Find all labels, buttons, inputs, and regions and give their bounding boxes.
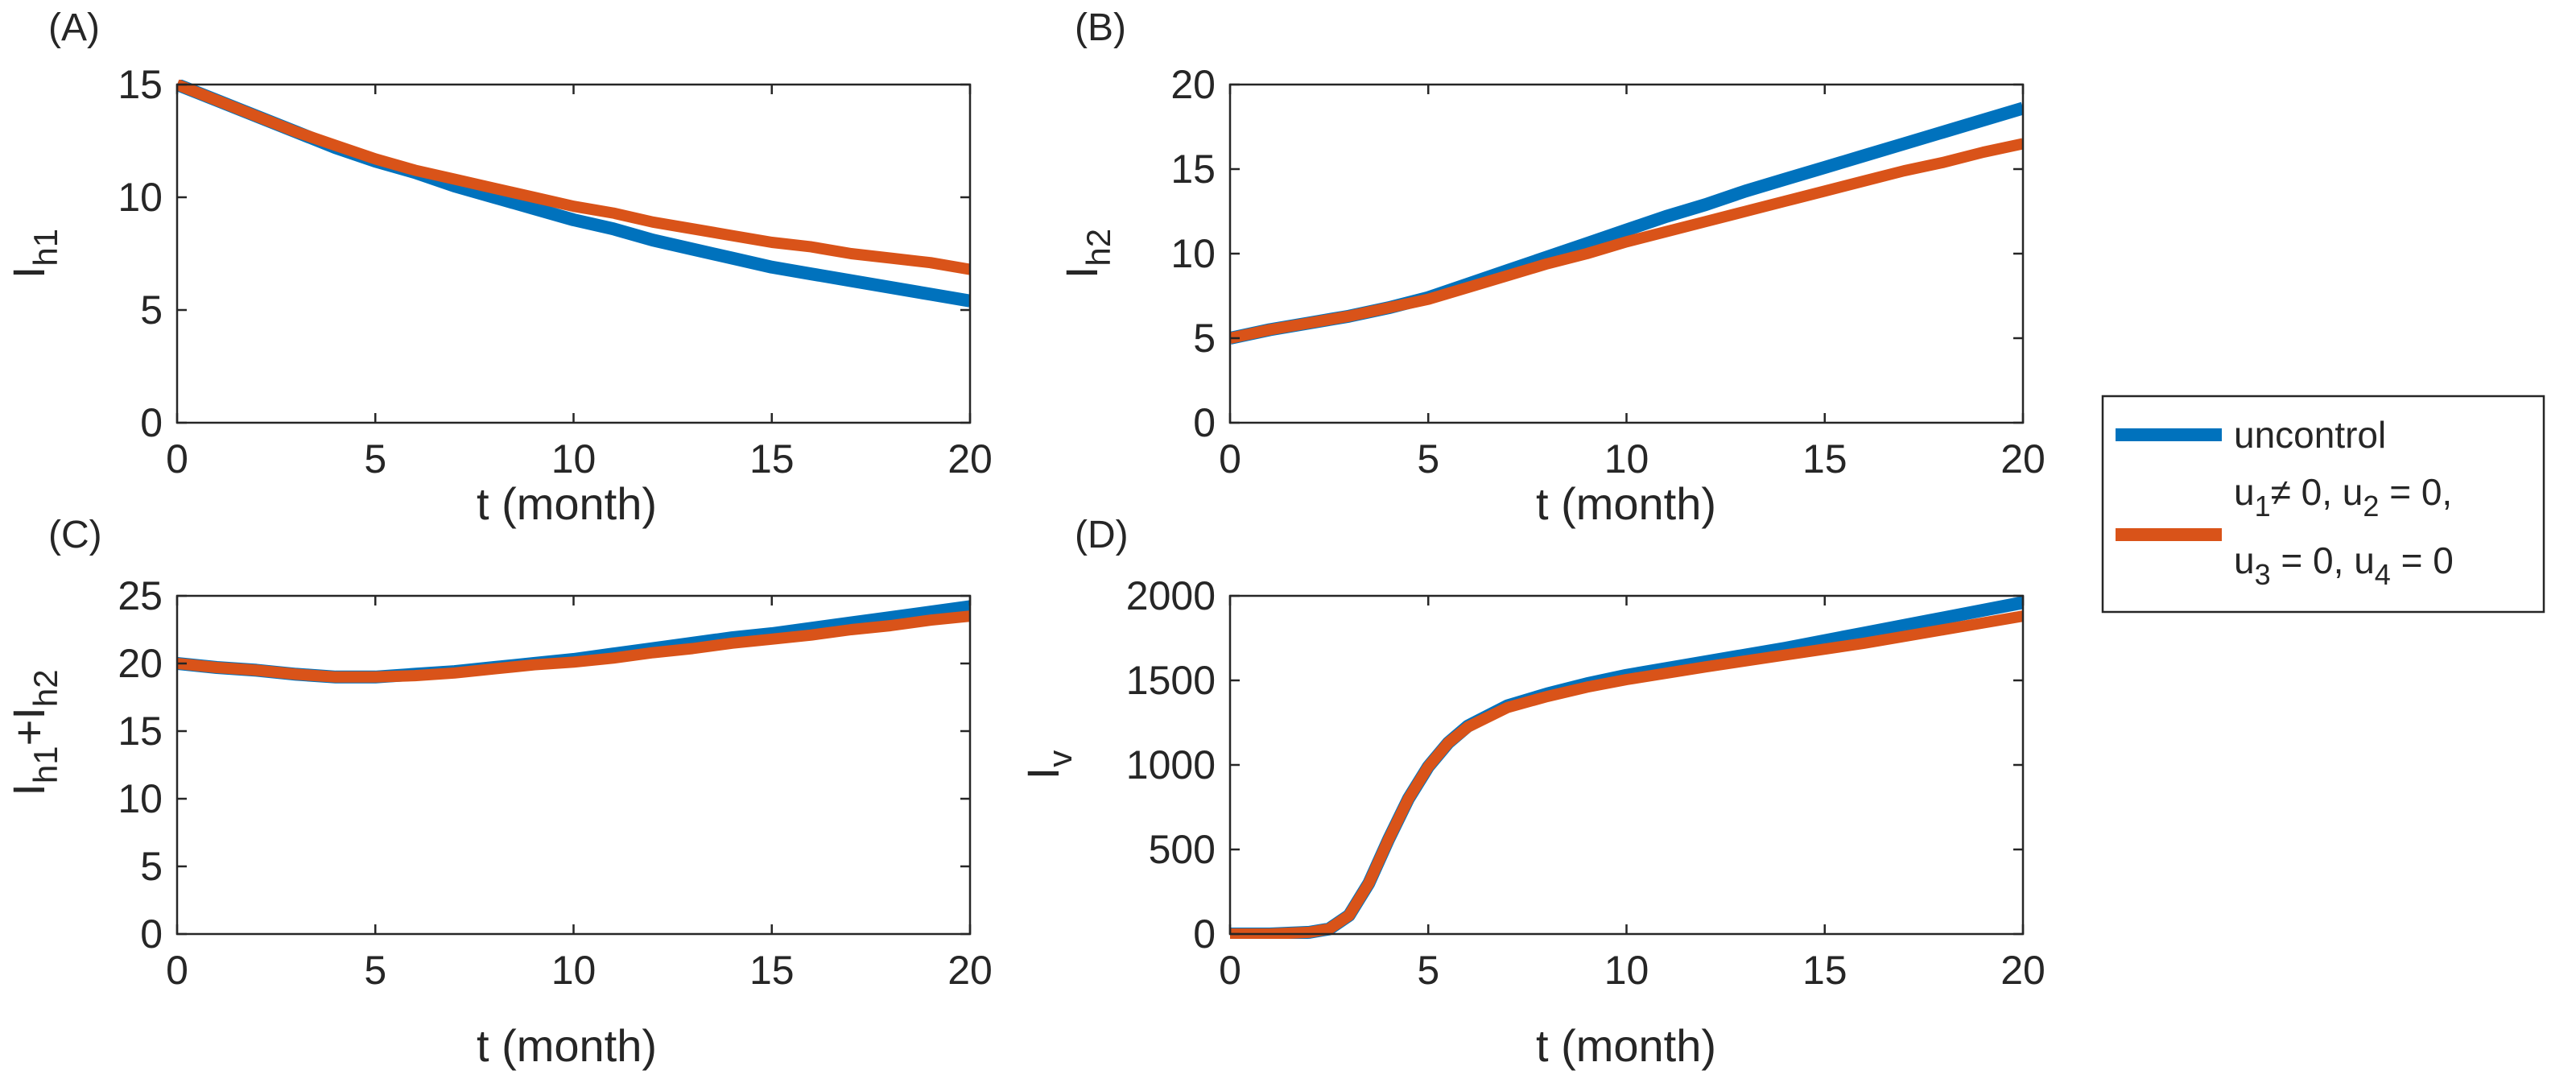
panel-c-xlabel: t (month) [477,1020,657,1071]
y-tick-label: 0 [140,911,163,957]
y-tick-label: 25 [118,573,163,618]
panel-d-ylabel-base: I [1018,767,1068,780]
series-line-u1-control [1230,138,2023,344]
panel-c-ylabel-base2: I [3,707,54,720]
x-tick-label: 0 [1219,436,1241,482]
x-tick-label: 15 [1802,436,1847,482]
panel-3-series-group [1230,596,2023,939]
legend-l1-rest2: = 0, [2379,471,2452,513]
series-line-u1-control [177,610,970,683]
y-tick-label: 10 [1170,231,1216,276]
x-tick-label: 10 [1604,948,1649,993]
panel-1-series-group [1230,101,2023,345]
y-tick-label: 0 [140,400,163,445]
panel-0-series-group [177,80,970,308]
panel-c-ylabel-plus: + [3,720,54,746]
x-tick-label: 20 [2000,948,2046,993]
x-tick-label: 20 [947,436,993,482]
legend-label-u1-control-line1: u1≠ 0, u2 = 0, [2234,471,2452,523]
y-tick-label: 500 [1149,827,1216,872]
x-tick-label: 5 [364,436,386,482]
x-tick-label: 15 [749,948,795,993]
legend-l1-u: u [2234,471,2255,513]
legend-l1-sub2: 2 [2363,490,2379,523]
legend-label-u1-control-line2: u3 = 0, u4 = 0 [2234,539,2454,591]
x-tick-label: 0 [166,436,188,482]
legend-l2-rest2: = 0 [2391,539,2454,581]
y-tick-label: 5 [1193,316,1216,361]
y-tick-label: 2000 [1126,573,1216,618]
x-tick-label: 15 [1802,948,1847,993]
y-tick-label: 0 [1193,400,1216,445]
panel-c-ylabel: Ih1+Ih2 [3,669,64,796]
panel-a-ylabel-sub: h1 [27,229,64,267]
x-tick-label: 20 [2000,436,2046,482]
panel-a-ylabel-base: I [3,267,54,279]
panel-d-letter: (D) [1075,514,1129,556]
y-tick-label: 0 [1193,911,1216,957]
y-tick-label: 5 [140,287,163,333]
legend-label-uncontrol: uncontrol [2234,414,2386,456]
y-tick-label: 1000 [1126,742,1216,787]
y-tick-label: 20 [1170,62,1216,107]
x-tick-label: 5 [1417,436,1439,482]
y-tick-label: 20 [118,641,163,686]
y-tick-label: 1500 [1126,658,1216,703]
x-tick-label: 0 [1219,948,1241,993]
legend-l1-sub1: 1 [2255,490,2271,523]
x-tick-label: 10 [551,948,597,993]
panel-d-ylabel: Iv [1018,750,1079,780]
x-tick-label: 10 [1604,436,1649,482]
series-line-u1-control [1230,610,2023,939]
y-tick-label: 15 [118,709,163,754]
y-tick-label: 15 [118,62,163,107]
y-tick-label: 15 [1170,147,1216,192]
x-tick-label: 15 [749,436,795,482]
y-tick-label: 10 [118,776,163,821]
legend-l2-u: u [2234,539,2255,581]
panel-b-letter: (B) [1075,6,1126,49]
panel-b-ylabel: Ih2 [1056,229,1117,279]
series-line-u1-control [177,80,970,275]
legend-l2-sub2: 4 [2375,558,2391,591]
panel-a-letter: (A) [48,6,100,49]
panel-d-ylabel-sub: v [1041,750,1079,767]
panel-a-xlabel: t (month) [477,478,657,529]
legend-l2-rest1: = 0, u [2271,539,2375,581]
panel-d: (D) t (month) Iv 0 5 10 15 20 0 500 1000 1500 200… [1018,514,2046,1071]
x-tick-label: 5 [364,948,386,993]
panel-d-xlabel: t (month) [1536,1020,1716,1071]
panel-b-ylabel-base: I [1056,267,1107,279]
legend-l2-sub1: 3 [2255,558,2271,591]
panel-c-ylabel-sub1: h1 [27,746,64,783]
x-tick-label: 10 [551,436,597,482]
x-tick-label: 20 [947,948,993,993]
panel-b-ylabel-sub: h2 [1080,229,1117,267]
legend-l1-rest1: ≠ 0, u [2271,471,2363,513]
panel-b: (B) t (month) Ih2 0 5 10 15 20 0 5 10 15 20 [1056,6,2046,529]
panel-a-ylabel: Ih1 [3,229,64,279]
y-tick-label: 10 [118,175,163,220]
panel-c-letter: (C) [48,514,102,556]
x-tick-label: 0 [166,948,188,993]
panel-a: (A) t (month) Ih1 0 5 10 15 20 0 5 10 15 [3,6,993,529]
panel-2-series-group [177,600,970,684]
y-tick-label: 5 [140,844,163,889]
panel-c-ylabel-base1: I [3,783,54,796]
panel-c-ylabel-sub2: h2 [27,669,64,707]
x-tick-label: 5 [1417,948,1439,993]
panel-b-xlabel: t (month) [1536,478,1716,529]
legend: uncontrol u1≠ 0, u2 = 0, u3 = 0, u4 = 0 [2101,395,2545,614]
